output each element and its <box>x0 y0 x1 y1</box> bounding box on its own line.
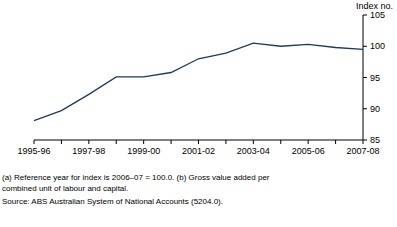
x-tick <box>363 140 364 144</box>
x-tick-label: 1997-98 <box>72 146 105 156</box>
y-tick <box>363 77 367 78</box>
y-tick <box>363 108 367 109</box>
plot <box>34 43 363 121</box>
y-tick-label: 85 <box>370 135 380 145</box>
x-tick <box>116 140 117 144</box>
y-tick-label: 90 <box>370 104 380 114</box>
x-tick <box>253 140 254 144</box>
x-tick <box>171 140 172 144</box>
series-line <box>34 43 363 121</box>
y-tick-label: 105 <box>370 10 385 20</box>
y-tick <box>363 46 367 47</box>
x-tick-label: 2007-08 <box>346 146 379 156</box>
y-tick-label: 100 <box>370 41 385 51</box>
x-tick-label: 1995-96 <box>17 146 50 156</box>
note: combined unit of labour and capital. <box>2 184 128 193</box>
x-tick <box>308 140 309 144</box>
source: Source: ABS Australian System of Nationa… <box>2 197 223 206</box>
x-tick <box>143 140 144 144</box>
x-tick-label: 2001-02 <box>182 146 215 156</box>
x-tick-label: 2003-04 <box>237 146 270 156</box>
x-tick <box>225 140 226 144</box>
x-tick <box>335 140 336 144</box>
x-tick-label: 1999-00 <box>127 146 160 156</box>
x-tick <box>88 140 89 144</box>
y-tick <box>363 15 367 16</box>
x-tick <box>61 140 62 144</box>
y-tick-label: 95 <box>370 73 380 83</box>
y-axis-label: Index no. <box>356 1 393 11</box>
x-tick-label: 2005-06 <box>292 146 325 156</box>
note: (a) Reference year for index is 2006–07 … <box>2 173 270 182</box>
x-tick <box>280 140 281 144</box>
x-tick <box>34 140 35 144</box>
y-tick <box>363 140 367 141</box>
x-tick <box>198 140 199 144</box>
